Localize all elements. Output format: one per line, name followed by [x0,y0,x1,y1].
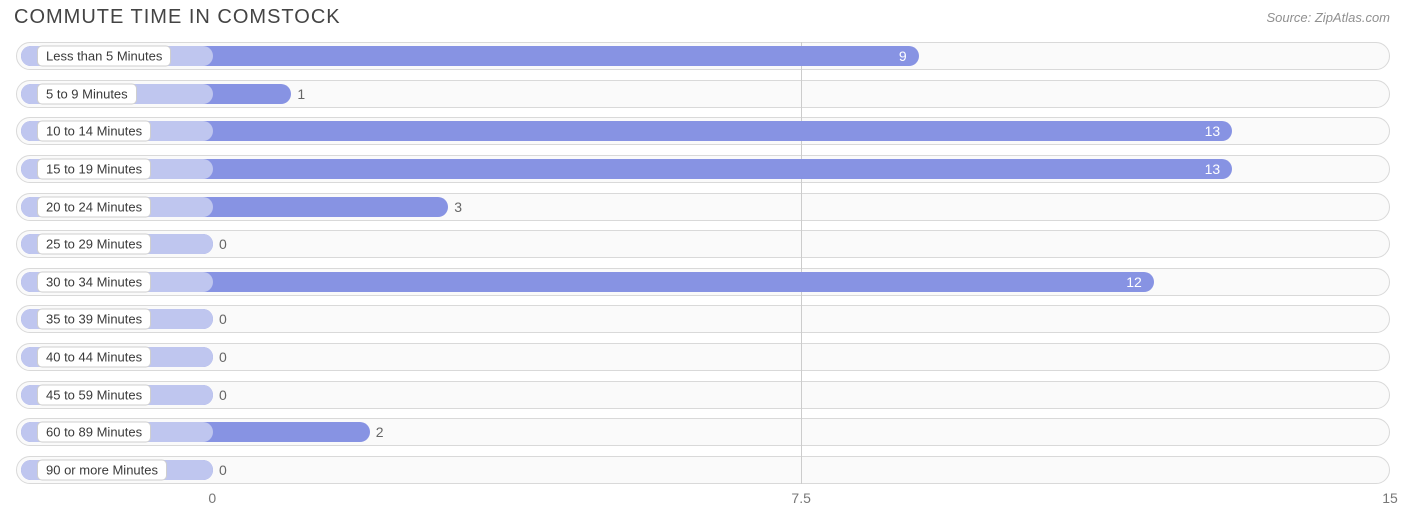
bar-row: 15 to 19 Minutes 13 [16,155,1390,183]
value-label: 0 [219,349,227,365]
category-label: 45 to 59 Minutes [37,384,151,405]
x-tick-label: 7.5 [791,490,810,506]
bar-row: Less than 5 Minutes 9 [16,42,1390,70]
category-label: 10 to 14 Minutes [37,121,151,142]
bar-row: 90 or more Minutes 0 [16,456,1390,484]
x-tick-label: 0 [208,490,216,506]
category-label: 5 to 9 Minutes [37,83,137,104]
category-label: 30 to 34 Minutes [37,271,151,292]
bar-row: 25 to 29 Minutes 0 [16,230,1390,258]
value-label: 0 [219,311,227,327]
bar-row: 40 to 44 Minutes 0 [16,343,1390,371]
bar-row: 20 to 24 Minutes 3 [16,193,1390,221]
category-label: 60 to 89 Minutes [37,422,151,443]
value-label: 0 [219,387,227,403]
bar-row: 10 to 14 Minutes 13 [16,117,1390,145]
plot-area: Less than 5 Minutes 9 5 to 9 Minutes 1 10 to… [16,42,1390,484]
category-label: 20 to 24 Minutes [37,196,151,217]
bar-row: 45 to 59 Minutes 0 [16,381,1390,409]
value-label: 1 [297,86,305,102]
value-label: 13 [1205,123,1221,139]
chart-source: Source: ZipAtlas.com [1266,10,1390,25]
bar-row: 5 to 9 Minutes 1 [16,80,1390,108]
value-label: 0 [219,462,227,478]
value-label: 3 [454,199,462,215]
category-label: 25 to 29 Minutes [37,234,151,255]
category-label: 15 to 19 Minutes [37,158,151,179]
value-label: 13 [1205,161,1221,177]
bar-rows: Less than 5 Minutes 9 5 to 9 Minutes 1 10 to… [16,42,1390,484]
bar-row: 60 to 89 Minutes 2 [16,418,1390,446]
value-label: 2 [376,424,384,440]
bar-row: 35 to 39 Minutes 0 [16,305,1390,333]
category-label: 35 to 39 Minutes [37,309,151,330]
chart-title: COMMUTE TIME IN COMSTOCK [14,6,341,29]
category-label: 90 or more Minutes [37,459,167,480]
value-label: 9 [899,48,907,64]
value-label: 12 [1126,274,1142,290]
x-tick-label: 15 [1382,490,1398,506]
bar-row: 30 to 34 Minutes 12 [16,268,1390,296]
x-axis: 07.515 [16,490,1390,508]
chart-container: COMMUTE TIME IN COMSTOCK Source: ZipAtla… [0,0,1406,522]
value-label: 0 [219,236,227,252]
category-label: Less than 5 Minutes [37,46,171,67]
gridline [801,42,802,484]
category-label: 40 to 44 Minutes [37,347,151,368]
